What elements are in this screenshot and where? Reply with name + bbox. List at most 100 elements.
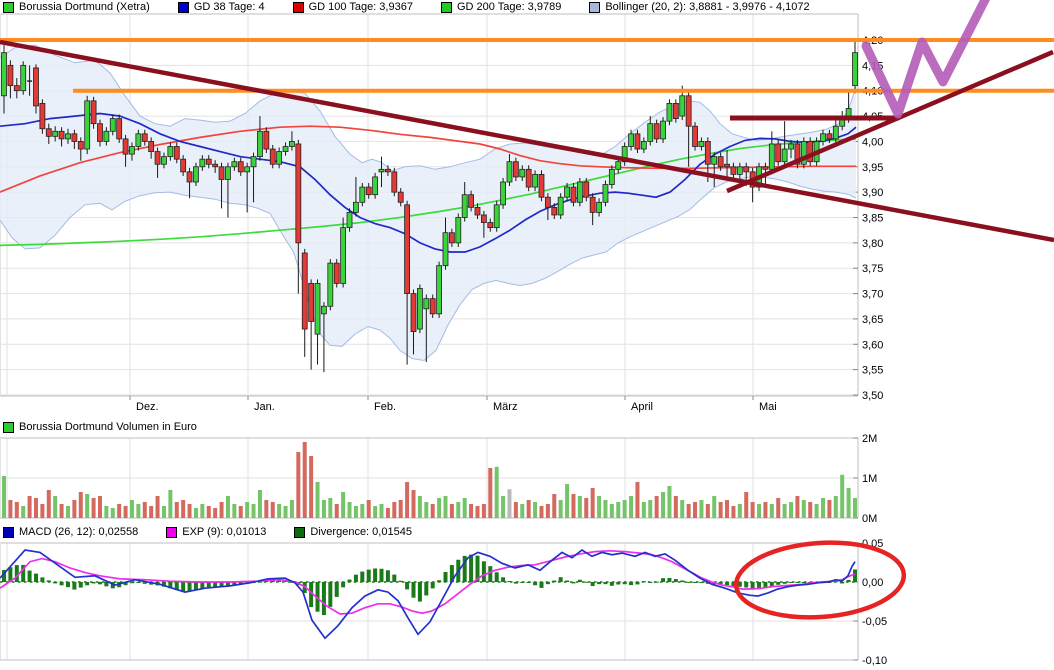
- candle-body: [474, 206, 481, 216]
- legend-item-instrument[interactable]: Borussia Dortmund (Xetra): [3, 1, 150, 13]
- legend-item-label: Divergence: 0,01545: [310, 526, 412, 538]
- candle-body: [333, 262, 340, 284]
- legend-item-divergence[interactable]: Divergence: 0,01545: [294, 526, 412, 538]
- main-chart-legend: Borussia Dortmund (Xetra) GD 38 Tage: 4 …: [3, 1, 810, 13]
- legend-item-macd[interactable]: MACD (26, 12): 0,02558: [3, 526, 138, 538]
- volume-bar: [513, 502, 518, 518]
- volume-bar: [750, 502, 755, 518]
- divergence-bar: [449, 565, 454, 582]
- candle-body: [672, 102, 679, 120]
- candle-body: [788, 143, 794, 150]
- divergence-bar: [46, 580, 51, 582]
- volume-bar: [769, 504, 774, 518]
- volume-bar: [53, 496, 58, 518]
- legend-item-bollinger[interactable]: Bollinger (20, 2): 3,8881 - 3,9976 - 4,1…: [589, 1, 810, 13]
- volume-bar: [110, 508, 115, 518]
- candle-body: [161, 156, 167, 165]
- divergence-bar: [392, 574, 397, 582]
- candle-body: [781, 148, 788, 163]
- candle-body: [148, 141, 155, 152]
- volume-axis-label: 1M: [862, 473, 877, 485]
- divergence-bar: [334, 582, 339, 597]
- divergence-bar: [85, 582, 90, 586]
- volume-bar: [520, 504, 525, 518]
- volume-bar: [577, 496, 582, 518]
- legend-item-label: Borussia Dortmund (Xetra): [19, 1, 150, 13]
- divergence-bar: [577, 579, 582, 582]
- candle-body: [429, 298, 436, 315]
- volume-bar: [398, 500, 403, 518]
- uptrend-line[interactable]: [726, 49, 1054, 194]
- volume-bars: [2, 442, 857, 518]
- downtrend-line[interactable]: [0, 39, 1054, 243]
- gd100-swatch-icon: [292, 1, 304, 13]
- macd-swatch-icon: [3, 526, 14, 538]
- volume-bar: [661, 492, 666, 518]
- candle-body: [512, 161, 519, 178]
- candle-body: [180, 158, 187, 173]
- candle-body: [794, 143, 801, 165]
- volume-bar: [341, 492, 346, 518]
- legend-item-gd100[interactable]: GD 100 Tage: 3,9367: [292, 1, 413, 13]
- candle-body: [698, 141, 705, 147]
- candlesticks: [1, 40, 858, 373]
- volume-bar: [353, 506, 358, 518]
- divergence-bar: [72, 582, 77, 590]
- divergence-bar: [174, 582, 179, 591]
- candle-body: [250, 156, 257, 168]
- volume-bar: [705, 504, 710, 518]
- divergence-bar: [539, 582, 544, 588]
- candle-body: [122, 138, 129, 155]
- divergence-bar: [513, 582, 518, 584]
- candle-body: [538, 173, 545, 198]
- legend-item-gd200[interactable]: GD 200 Tage: 3,9789: [440, 1, 561, 13]
- macd-highlight-ellipse[interactable]: [733, 537, 907, 623]
- volume-bar: [635, 482, 640, 518]
- candle-body: [468, 194, 474, 208]
- volume-bar: [718, 502, 723, 518]
- volume-bar: [309, 456, 314, 518]
- divergence-bar: [827, 582, 832, 583]
- volume-bar: [155, 496, 160, 518]
- volume-bar: [245, 502, 250, 518]
- divergence-bar: [526, 581, 531, 583]
- divergence-bar: [481, 561, 486, 582]
- legend-item-gd38[interactable]: GD 38 Tage: 4: [177, 1, 265, 13]
- volume-bar: [443, 496, 448, 518]
- divergence-bar: [270, 580, 275, 582]
- divergence-bar: [59, 582, 64, 586]
- volume-bar: [686, 504, 691, 518]
- divergence-bar: [475, 555, 480, 582]
- target-zigzag-annotation[interactable]: [861, 0, 990, 119]
- volume-bar: [142, 502, 147, 518]
- candle-body: [711, 156, 718, 165]
- candle-body: [372, 176, 379, 196]
- volume-bar: [392, 502, 397, 518]
- divergence-bar: [853, 569, 857, 582]
- candle-body: [564, 186, 570, 198]
- divergence-bar: [744, 582, 749, 588]
- candle-body: [628, 133, 634, 147]
- volume-bar: [622, 500, 627, 518]
- candle-body: [276, 151, 283, 165]
- legend-item-exp[interactable]: EXP (9): 0,01013: [166, 526, 266, 538]
- divergence-bar: [2, 570, 6, 582]
- divergence-bar: [725, 582, 730, 586]
- volume-bar: [136, 504, 141, 518]
- legend-item-label: EXP (9): 0,01013: [182, 526, 267, 538]
- volume-bar: [187, 504, 192, 518]
- divergence-bar: [494, 572, 499, 582]
- candle-body: [500, 181, 506, 206]
- candle-body: [602, 184, 609, 203]
- volume-bar: [97, 496, 102, 518]
- candle-body: [58, 130, 65, 140]
- divergence-bar: [731, 582, 736, 587]
- divergence-bar: [833, 581, 838, 583]
- divergence-bar: [366, 569, 371, 582]
- candle-body: [417, 288, 423, 330]
- legend-item-volume[interactable]: Borussia Dortmund Volumen in Euro: [3, 421, 197, 433]
- volume-bar: [693, 502, 698, 518]
- divergence-bar: [699, 582, 704, 584]
- volume-bar: [712, 496, 717, 518]
